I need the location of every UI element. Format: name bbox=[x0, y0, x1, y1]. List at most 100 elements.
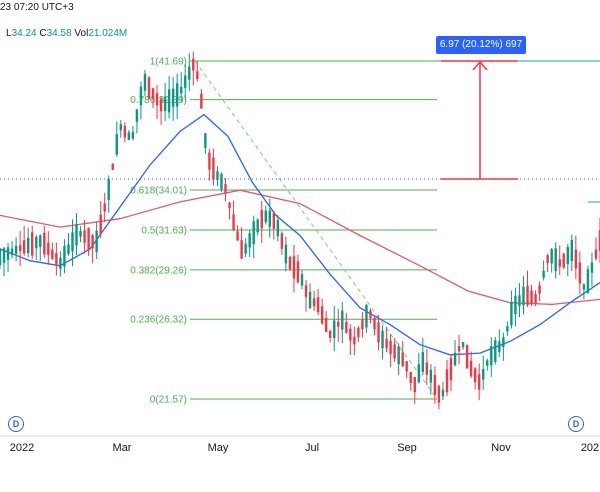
candle-body bbox=[461, 342, 465, 348]
candle-body bbox=[175, 83, 179, 107]
candle bbox=[18, 231, 22, 266]
candle-body bbox=[188, 66, 191, 80]
candle bbox=[39, 234, 42, 261]
candle-body bbox=[550, 249, 553, 264]
dividend-marker-2[interactable]: D bbox=[568, 416, 584, 432]
candle-body bbox=[224, 184, 227, 194]
candle-body bbox=[353, 336, 356, 345]
candle bbox=[441, 381, 445, 401]
ma-slow-line bbox=[0, 189, 600, 306]
candle-body bbox=[43, 232, 46, 255]
candle bbox=[570, 234, 574, 272]
x-tick-label-5: Nov bbox=[491, 442, 511, 454]
candle bbox=[256, 218, 259, 236]
candle bbox=[308, 283, 312, 309]
candle bbox=[83, 219, 86, 254]
candle-body bbox=[518, 295, 521, 306]
candle bbox=[554, 242, 557, 279]
trend-line[interactable] bbox=[194, 60, 438, 400]
candle bbox=[228, 201, 231, 220]
candle bbox=[26, 227, 30, 258]
fib-retracement[interactable]: 1(41.69) 0.786(39.39) 0.618(34.01) 0.5(31.6… bbox=[130, 57, 600, 406]
candle-body bbox=[482, 369, 485, 380]
candle bbox=[506, 321, 509, 337]
candle-body bbox=[453, 352, 457, 366]
candle-body bbox=[558, 259, 561, 267]
candle-body bbox=[22, 240, 26, 254]
dividend-marker-1[interactable]: D bbox=[8, 416, 24, 432]
candle-body bbox=[337, 321, 340, 327]
candle-body bbox=[256, 219, 259, 233]
price-range-measure[interactable] bbox=[441, 60, 518, 180]
candle bbox=[465, 344, 469, 369]
candle-body bbox=[538, 285, 541, 294]
measure-badge[interactable]: 6.97 (20.12%) 697 bbox=[436, 36, 526, 54]
candle bbox=[51, 242, 54, 261]
candle bbox=[67, 233, 70, 256]
x-tick-label-1: Mar bbox=[113, 442, 132, 454]
candle-body bbox=[421, 352, 425, 372]
ma-slow-path bbox=[0, 189, 600, 306]
candle-body bbox=[498, 341, 501, 352]
candle bbox=[143, 69, 147, 97]
candle bbox=[389, 333, 392, 368]
candle bbox=[87, 227, 90, 256]
candle bbox=[482, 355, 485, 390]
candle-body bbox=[18, 245, 22, 252]
candle bbox=[216, 166, 219, 187]
candle-body bbox=[502, 337, 505, 347]
candle-body bbox=[514, 296, 517, 315]
candle bbox=[288, 255, 292, 272]
candle bbox=[272, 210, 276, 240]
candle bbox=[401, 341, 404, 367]
candles bbox=[0, 51, 600, 410]
candle bbox=[127, 129, 131, 141]
candle bbox=[385, 326, 388, 353]
candle-body bbox=[47, 242, 50, 256]
candle bbox=[135, 109, 139, 134]
candle-body bbox=[300, 274, 304, 286]
candle bbox=[490, 337, 493, 377]
candle bbox=[204, 132, 207, 154]
candle bbox=[248, 229, 251, 257]
candle bbox=[341, 301, 344, 344]
candle-body bbox=[469, 360, 473, 377]
candle-body bbox=[244, 243, 247, 254]
candle bbox=[433, 366, 437, 404]
candle bbox=[486, 358, 489, 371]
candle-body bbox=[377, 322, 380, 343]
candle bbox=[163, 83, 167, 122]
candle bbox=[35, 234, 38, 260]
candle-body bbox=[542, 270, 545, 278]
candle-body bbox=[445, 369, 449, 393]
candle-body bbox=[131, 132, 135, 139]
candle bbox=[240, 227, 243, 260]
candle-body bbox=[357, 327, 360, 338]
candle-body bbox=[373, 317, 376, 330]
candle-body bbox=[522, 286, 525, 306]
candle bbox=[196, 61, 199, 82]
fib-level-label-3: 0.5(31.63) bbox=[141, 226, 187, 237]
candle-body bbox=[272, 212, 276, 229]
candle bbox=[55, 242, 58, 276]
candle bbox=[159, 96, 163, 125]
candle-body bbox=[562, 253, 565, 268]
candle-body bbox=[208, 152, 211, 170]
candle-body bbox=[39, 235, 42, 247]
candle-body bbox=[385, 338, 388, 349]
candle bbox=[409, 371, 412, 391]
candle bbox=[63, 239, 66, 274]
candle bbox=[365, 303, 368, 333]
candle bbox=[200, 88, 203, 109]
candle bbox=[188, 53, 191, 91]
candle-body bbox=[248, 233, 251, 248]
candle-body bbox=[147, 77, 151, 99]
candle bbox=[425, 348, 429, 386]
candle-body bbox=[288, 256, 292, 269]
candle bbox=[550, 247, 553, 273]
candle-body bbox=[381, 330, 384, 349]
candle bbox=[151, 87, 155, 109]
candle-body bbox=[570, 239, 574, 262]
